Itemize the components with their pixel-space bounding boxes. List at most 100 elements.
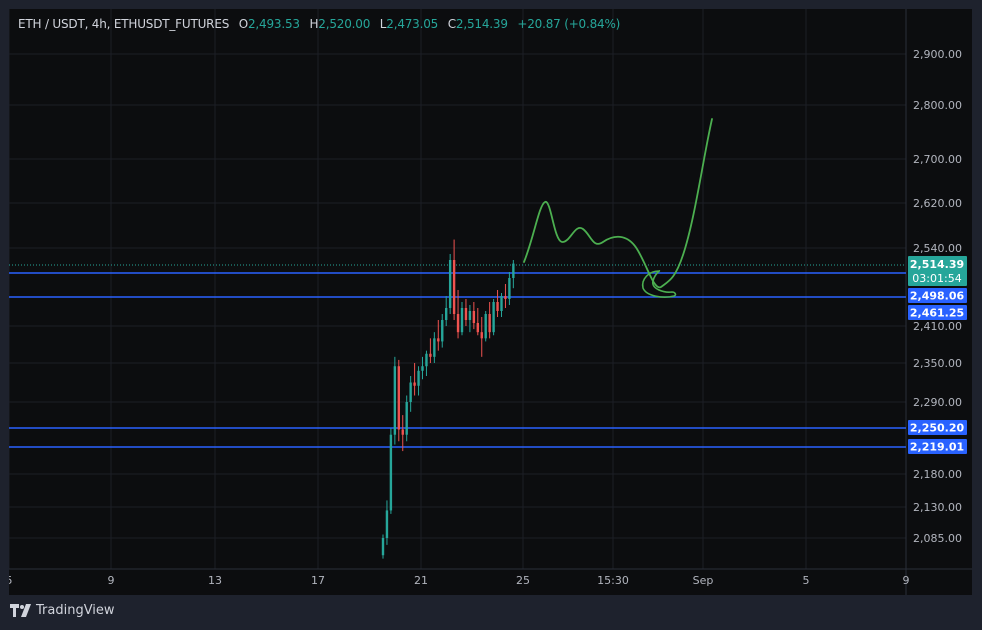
candle-body <box>441 320 444 342</box>
symbol-legend: ETH / USDT, 4h, ETHUSDT_FUTURES O2,493.5… <box>18 17 620 31</box>
y-tick-label: 2,085.00 <box>913 532 962 545</box>
candle <box>496 290 499 317</box>
drawing-layer <box>523 118 713 298</box>
candle <box>456 290 460 339</box>
tradingview-logo[interactable]: TradingView <box>10 603 115 618</box>
candle-body <box>437 338 440 342</box>
high-value: 2,520.00 <box>318 17 371 31</box>
grid <box>9 9 972 595</box>
x-tick-label: Sep <box>693 574 714 587</box>
candle-body <box>472 311 476 323</box>
symbol-title[interactable]: ETH / USDT, 4h, ETHUSDT_FUTURES <box>18 17 230 31</box>
candle <box>452 239 456 320</box>
candle-body <box>397 366 400 430</box>
candle <box>480 317 483 357</box>
candle <box>460 302 464 336</box>
candle-body <box>385 510 389 538</box>
candle <box>468 305 472 333</box>
hline-price-tag-box <box>908 288 967 303</box>
candle <box>433 332 436 363</box>
horizontal-lines <box>9 264 906 448</box>
x-tick-label: 5 <box>9 574 13 587</box>
low-value: 2,473.05 <box>386 17 439 31</box>
candle-body <box>421 366 424 371</box>
tradingview-logo-icon <box>10 604 31 617</box>
candle <box>488 302 491 339</box>
last-price-tag-box <box>908 256 967 286</box>
hline-price-tag: 2,498.06 <box>908 288 967 303</box>
y-tick-label: 2,290.00 <box>913 396 962 409</box>
x-tick-label: 13 <box>208 574 222 587</box>
y-tick-label: 2,350.00 <box>913 357 962 370</box>
candle-body <box>496 302 499 311</box>
candle <box>409 376 412 412</box>
candle <box>413 363 416 396</box>
candle <box>429 338 432 363</box>
y-tick-label: 2,540.00 <box>913 242 962 255</box>
candle <box>492 299 495 336</box>
candle-body <box>417 370 420 386</box>
candle <box>512 260 515 289</box>
tradingview-brand: TradingView <box>36 603 115 618</box>
y-tick-label: 2,800.00 <box>913 99 962 112</box>
low-label: L <box>379 17 387 31</box>
candle-body <box>452 260 456 314</box>
x-axis: 5 9 13 17 21 25 15:30 Sep 5 9 <box>9 574 910 587</box>
change-value: +20.87 (+0.84%) <box>517 17 621 31</box>
candle <box>441 314 444 348</box>
chart-frame: 2,085.00 2,130.00 2,180.00 2,290.00 2,350.00… <box>9 9 972 595</box>
hline-price-label: 2,461.25 <box>910 307 964 320</box>
y-axis: 2,085.00 2,130.00 2,180.00 2,290.00 2,350.00… <box>913 48 962 545</box>
candle <box>464 299 468 326</box>
candle-body <box>484 314 487 339</box>
candle <box>385 500 389 545</box>
candle <box>421 356 424 380</box>
candle <box>448 254 452 314</box>
hline-price-label: 2,219.01 <box>910 441 964 454</box>
y-tick-label: 2,410.00 <box>913 320 962 333</box>
open-value: 2,493.53 <box>248 17 300 31</box>
candle-body <box>425 353 428 367</box>
candle <box>393 356 397 445</box>
candle-body <box>500 296 503 311</box>
candle-body <box>508 278 511 299</box>
candles <box>381 239 515 559</box>
candle-body <box>460 308 464 333</box>
hline-price-tag-box <box>908 439 967 454</box>
candle-body <box>389 434 393 511</box>
x-tick-label: 15:30 <box>597 574 629 587</box>
candle-body <box>512 263 515 278</box>
candle-body <box>433 338 436 357</box>
last-price-label: 2,514.39 <box>910 258 964 271</box>
hline-price-tag-box <box>908 420 967 435</box>
candle-body <box>381 538 385 556</box>
candle <box>397 359 400 442</box>
candle <box>401 415 404 452</box>
hline-price-label: 2,250.20 <box>910 422 965 435</box>
candle <box>500 293 503 317</box>
candle-body <box>405 402 408 435</box>
candle <box>504 284 507 308</box>
x-tick-label: 17 <box>311 574 325 587</box>
forecast-path <box>523 118 713 289</box>
candle-body <box>409 382 412 402</box>
candle-body <box>445 308 448 320</box>
open-label: O <box>238 17 248 31</box>
candle-body <box>504 296 507 299</box>
circle-annotation <box>641 270 677 298</box>
y-tick-label: 2,700.00 <box>913 153 962 166</box>
chart-canvas[interactable]: 2,085.00 2,130.00 2,180.00 2,290.00 2,350.00… <box>9 9 972 595</box>
hline-price-tag: 2,250.20 <box>908 420 967 435</box>
y-tick-label: 2,620.00 <box>913 197 962 210</box>
candle <box>472 302 476 330</box>
candle <box>437 320 440 351</box>
candle <box>417 366 420 396</box>
candle-body <box>413 382 416 386</box>
candle <box>381 534 385 559</box>
candle-body <box>456 314 460 333</box>
candle-body <box>488 314 491 333</box>
y-tick-label: 2,900.00 <box>913 48 962 61</box>
x-tick-label: 5 <box>803 574 810 587</box>
candle-body <box>393 366 397 435</box>
candle-body <box>464 308 468 320</box>
